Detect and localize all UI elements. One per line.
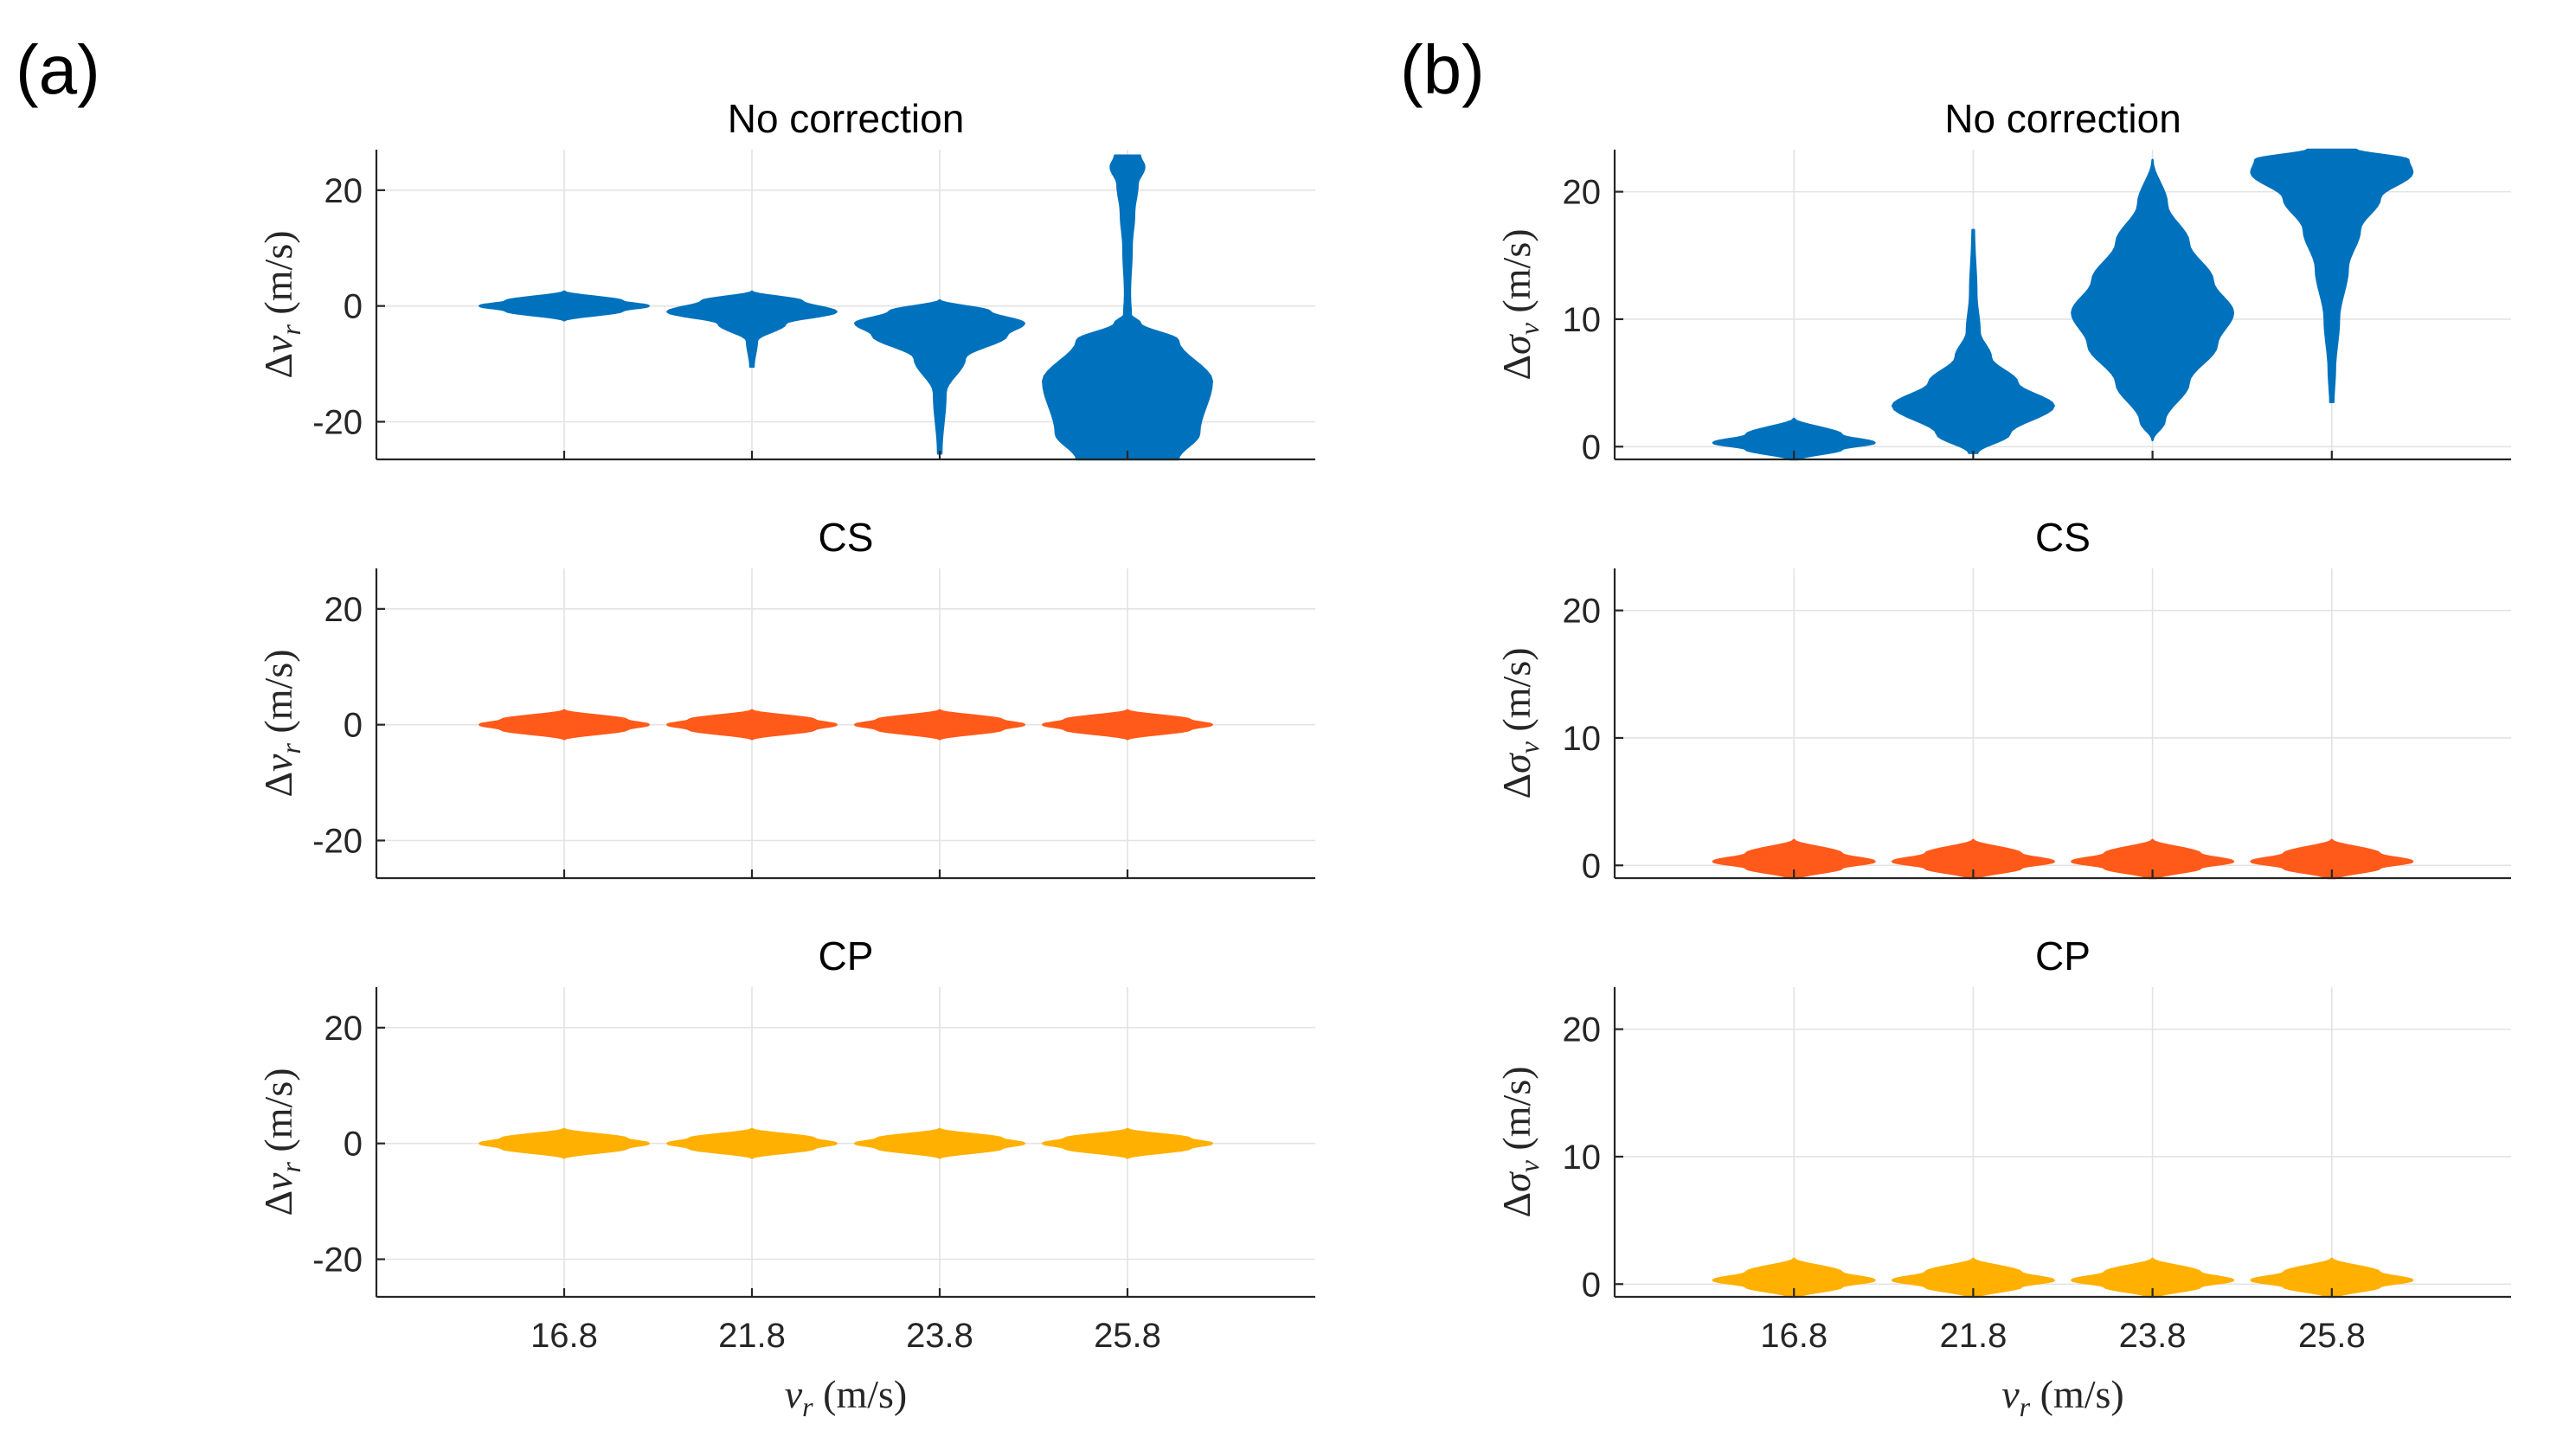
- subplot-title: No correction: [1944, 96, 2181, 141]
- y-axis-label: Δσv (m/s): [1494, 647, 1545, 799]
- violin-21-8: [666, 290, 838, 369]
- subplot-title: CS: [2035, 515, 2091, 560]
- violin-23-8: [2071, 158, 2235, 442]
- violin-16-8: [479, 290, 650, 322]
- subplot-a-cs: -20 0 20 CS Δvr (m/s): [256, 515, 1315, 880]
- x-tick-label: 25.8: [2298, 1317, 2366, 1355]
- violin-25-8: [1042, 709, 1213, 741]
- violin-16-8: [1712, 1257, 1876, 1299]
- x-axis-label: vr (m/s): [2001, 1372, 2123, 1422]
- violin-25-8: [1042, 154, 1213, 461]
- violin-23-8: [854, 709, 1025, 741]
- violin-25-8: [2250, 1257, 2414, 1299]
- violin-21-8: [1891, 228, 2055, 454]
- x-axis-label: vr (m/s): [785, 1372, 907, 1422]
- violin-16-8: [479, 709, 650, 741]
- y-axis-label: Δσv (m/s): [1494, 1066, 1545, 1217]
- y-tick-label: 20: [324, 172, 363, 210]
- x-tick-label: 23.8: [2119, 1317, 2187, 1355]
- y-axis-label: Δvr (m/s): [256, 230, 306, 378]
- y-tick-label: -20: [312, 404, 363, 442]
- violin-23-8: [854, 1127, 1025, 1159]
- violin-16-8: [479, 1127, 650, 1159]
- violin-25-8: [1042, 1127, 1213, 1159]
- violin-16-8: [1712, 838, 1876, 880]
- subplot-a-no-correction: -20 0 20 No correction Δvr (m/s): [256, 96, 1315, 461]
- y-axis-label: Δσv (m/s): [1494, 228, 1545, 380]
- violin-25-8: [2250, 148, 2414, 403]
- panel-label-b: (b): [1400, 31, 1485, 108]
- panel-label-a: (a): [16, 31, 100, 108]
- y-tick-label: -20: [312, 823, 363, 861]
- x-tick-label: 21.8: [1939, 1317, 2007, 1355]
- y-tick-label: 20: [1563, 593, 1602, 631]
- y-tick-label: 20: [1563, 174, 1602, 212]
- violin-21-8: [666, 709, 838, 741]
- y-tick-label: 0: [344, 288, 363, 326]
- subplot-title: No correction: [728, 96, 965, 141]
- subplot-b-cs: 0 10 20 CS Δσv (m/s): [1494, 515, 2511, 885]
- violin-21-8: [1891, 838, 2055, 880]
- subplot-title: CP: [2035, 933, 2091, 978]
- violin-23-8: [854, 298, 1025, 455]
- y-tick-label: 0: [344, 1126, 363, 1164]
- x-tick-label: 23.8: [906, 1317, 973, 1355]
- y-tick-label: 10: [1563, 301, 1602, 339]
- violin-23-8: [2071, 838, 2235, 880]
- violin-23-8: [2071, 1257, 2235, 1299]
- x-tick-label: 16.8: [530, 1317, 598, 1355]
- x-tick-label: 21.8: [718, 1317, 786, 1355]
- y-tick-label: 20: [324, 591, 363, 629]
- violin-16-8: [1712, 417, 1876, 461]
- y-tick-label: 0: [1582, 847, 1601, 885]
- y-axis-label: Δvr (m/s): [256, 1068, 306, 1216]
- subplot-a-cp: 16.8 21.8 23.8 25.8 -20 0 20 CP Δvr (m/s) vr (m/s…: [256, 933, 1315, 1422]
- x-tick-label: 16.8: [1760, 1317, 1828, 1355]
- violin-21-8: [666, 1127, 838, 1159]
- subplot-b-cp: 16.8 21.8 23.8 25.8 0 10 20 CP Δσv (m/s) vr (m/s): [1494, 933, 2511, 1422]
- y-tick-label: -20: [312, 1241, 363, 1280]
- violin-21-8: [1891, 1257, 2055, 1299]
- y-tick-label: 0: [1582, 428, 1601, 466]
- y-tick-label: 20: [1563, 1011, 1602, 1049]
- subplot-title: CS: [819, 515, 874, 560]
- violin-25-8: [2250, 838, 2414, 880]
- y-tick-label: 20: [324, 1010, 363, 1048]
- subplot-title: CP: [819, 933, 874, 978]
- y-tick-label: 0: [1582, 1266, 1601, 1304]
- subplot-b-no-correction: 0 10 20 No correction Δσv (m/s): [1494, 96, 2511, 466]
- x-tick-label: 25.8: [1094, 1317, 1161, 1355]
- y-tick-label: 10: [1563, 1139, 1602, 1177]
- y-axis-label: Δvr (m/s): [256, 649, 306, 797]
- y-tick-label: 0: [344, 707, 363, 745]
- y-tick-label: 10: [1563, 720, 1602, 758]
